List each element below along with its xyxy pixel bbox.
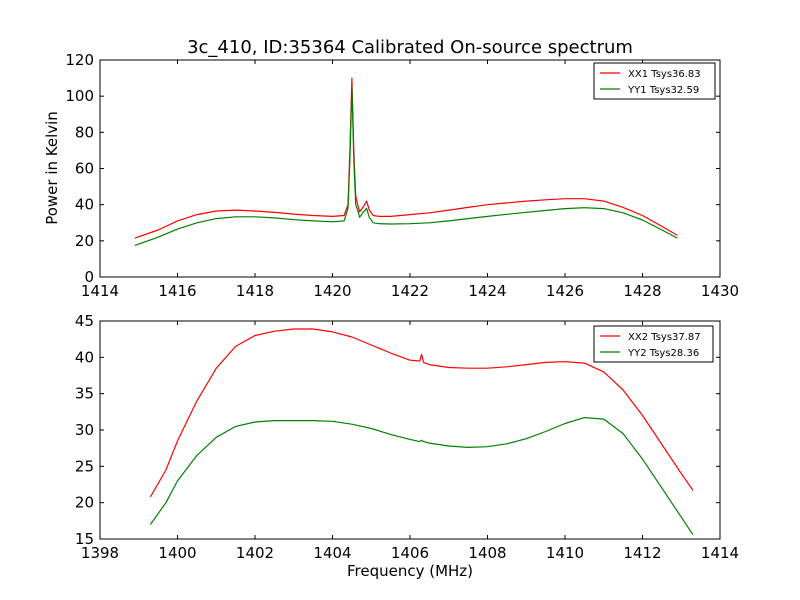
legend-entry: XX1 Tsys36.83 xyxy=(628,69,701,80)
x-tick-label: 1398 xyxy=(81,544,119,562)
y-tick-label: 60 xyxy=(75,160,94,178)
y-tick-label: 120 xyxy=(65,51,94,69)
y-tick-label: 20 xyxy=(75,494,94,512)
legend: XX1 Tsys36.83 YY1 Tsys32.59 xyxy=(593,62,716,100)
x-tick-label: 1418 xyxy=(236,282,274,300)
x-tick-label: 1408 xyxy=(468,544,506,562)
y-tick-label: 15 xyxy=(75,530,94,548)
series-line-xx xyxy=(134,77,678,239)
x-tick-label: 1414 xyxy=(81,282,119,300)
x-tick-label: 1428 xyxy=(623,282,661,300)
y-tick-label: 40 xyxy=(75,348,94,366)
legend-entry: YY1 Tsys32.59 xyxy=(627,85,699,96)
y-tick-label: 20 xyxy=(75,232,94,250)
x-tick-label: 1426 xyxy=(546,282,584,300)
bottom-panel: 1398 1400 1402 1404 1406 1408 1410 1412 1414 15 20… xyxy=(75,312,739,562)
y-tick-label: 100 xyxy=(65,87,94,105)
y-tick-label: 45 xyxy=(75,312,94,330)
legend-box xyxy=(593,325,714,363)
y-tick-label: 40 xyxy=(75,196,94,214)
legend-entry: YY2 Tsys28.36 xyxy=(627,348,699,359)
x-tick-label: 1400 xyxy=(158,544,196,562)
y-tick-label: 30 xyxy=(75,421,94,439)
top-panel: 1414 1416 1418 1420 1422 1424 1426 1428 1430 0 20 4… xyxy=(65,51,739,300)
series-line-xx xyxy=(149,328,694,498)
series-line-yy xyxy=(134,86,678,246)
x-tick-label: 1430 xyxy=(701,282,739,300)
legend-entry: XX2 Tsys37.87 xyxy=(628,332,701,343)
x-tick-label: 1414 xyxy=(701,544,739,562)
x-axis-label-bottom: Frequency (MHz) xyxy=(347,562,473,580)
legend-box xyxy=(593,62,716,100)
x-tick-label: 1412 xyxy=(623,544,661,562)
x-tick-label: 1420 xyxy=(313,282,351,300)
y-axis-label-top: Power in Kelvin xyxy=(43,111,61,225)
y-tick-label: 25 xyxy=(75,457,94,475)
x-tick-label: 1406 xyxy=(391,544,429,562)
x-tick-label: 1424 xyxy=(468,282,506,300)
x-tick-label: 1422 xyxy=(391,282,429,300)
y-tick-label: 0 xyxy=(84,268,94,286)
x-tick-label: 1402 xyxy=(236,544,274,562)
y-tick-label: 80 xyxy=(75,123,94,141)
chart-title: 3c_410, ID:35364 Calibrated On-source sp… xyxy=(187,37,633,58)
legend: XX2 Tsys37.87 YY2 Tsys28.36 xyxy=(593,325,714,363)
x-tick-label: 1416 xyxy=(158,282,196,300)
series-line-yy xyxy=(149,417,694,535)
x-tick-label: 1410 xyxy=(546,544,584,562)
y-tick-label: 35 xyxy=(75,385,94,403)
x-tick-label: 1404 xyxy=(313,544,351,562)
